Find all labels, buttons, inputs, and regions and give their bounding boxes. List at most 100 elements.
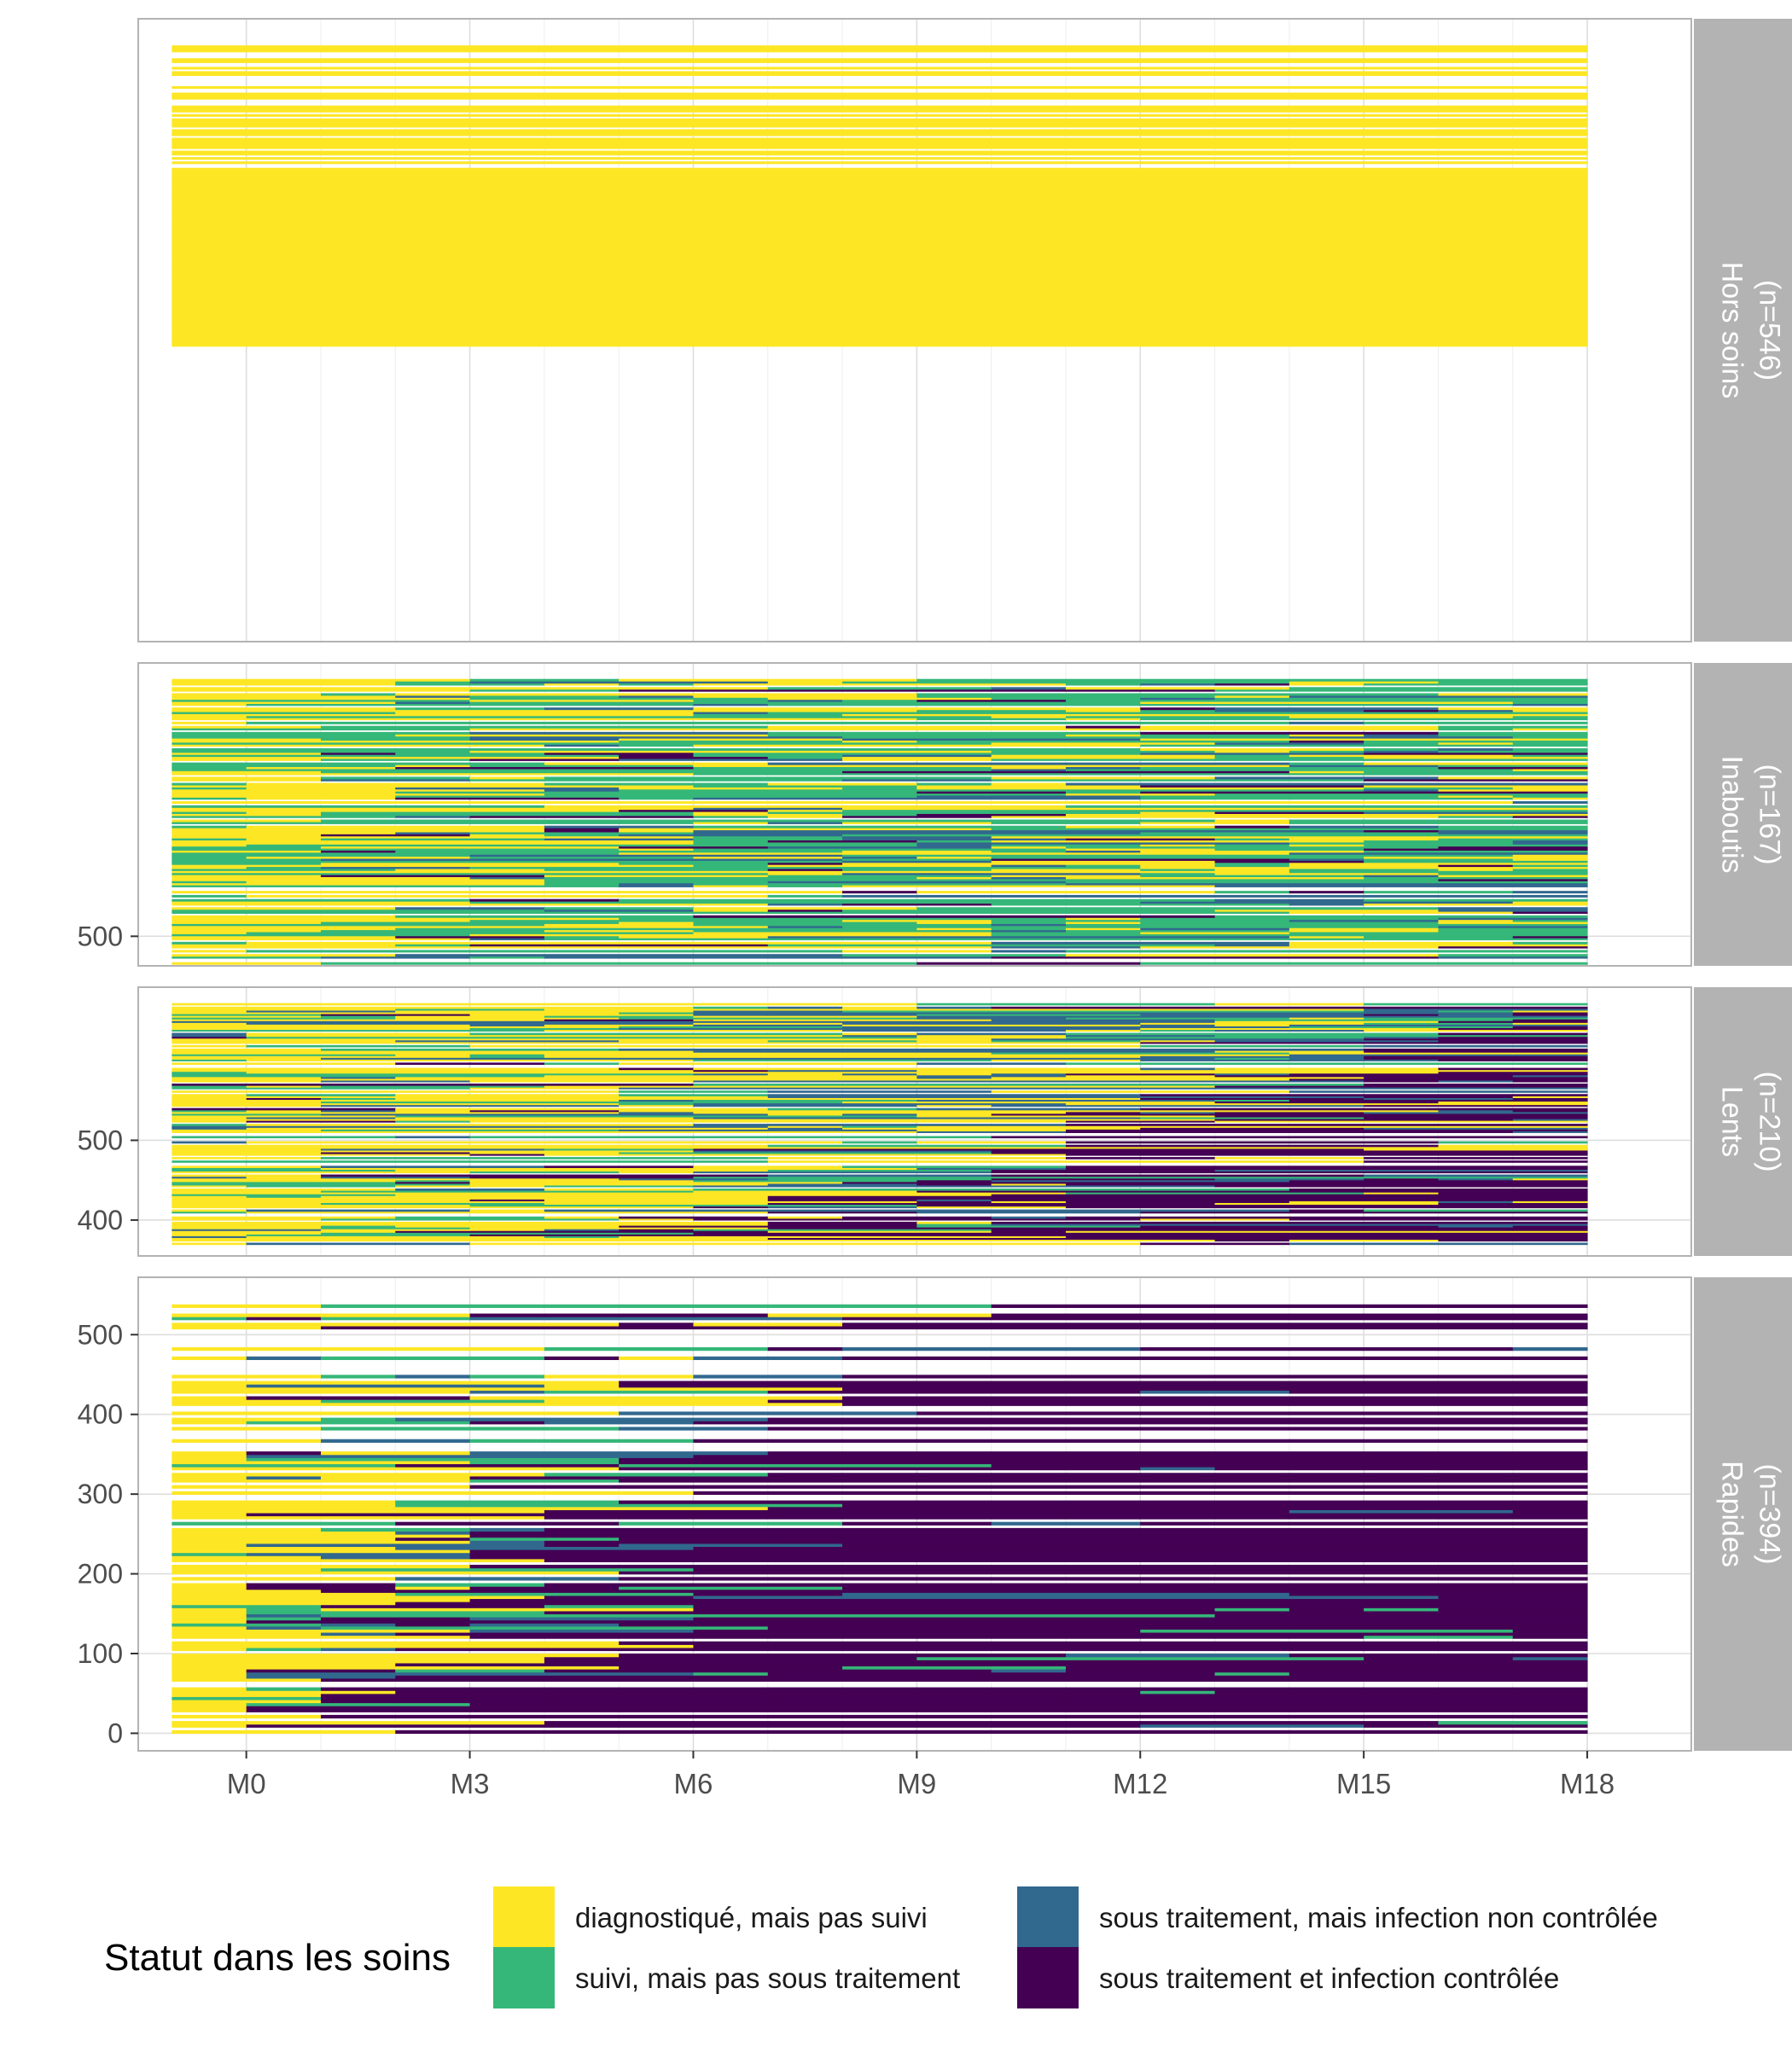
sequence-cell xyxy=(172,899,247,902)
sequence-cell xyxy=(916,137,992,140)
sequence-cell xyxy=(321,962,396,965)
sequence-cell xyxy=(321,1210,396,1212)
sequence-cell xyxy=(395,954,470,956)
sequence-cell xyxy=(172,687,247,689)
sequence-cell xyxy=(842,106,917,108)
sequence-cell xyxy=(470,916,545,918)
sequence-cell xyxy=(470,776,545,779)
sequence-cell xyxy=(768,1217,843,1219)
sequence-cell xyxy=(247,726,322,729)
sequence-cell xyxy=(321,801,396,804)
sequence-cell xyxy=(1289,942,1364,945)
sequence-cell xyxy=(544,826,620,828)
sequence-cell xyxy=(1140,687,1215,689)
sequence-cell xyxy=(172,1210,247,1212)
sequence-cell xyxy=(842,58,917,61)
sequence-cell xyxy=(1513,722,1588,724)
sequence-cell xyxy=(172,707,247,710)
sequence-cell xyxy=(1438,732,1513,735)
sequence-cell xyxy=(768,763,843,765)
sequence-cell xyxy=(842,1210,917,1212)
panel-sequences xyxy=(172,679,1587,965)
sequence-cell xyxy=(395,45,470,48)
sequence-cell xyxy=(1438,45,1513,48)
sequence-cell xyxy=(916,679,992,682)
sequence-cell xyxy=(1215,950,1290,952)
sequence-cell xyxy=(1140,1243,1215,1246)
sequence-cell xyxy=(1513,693,1588,695)
sequence-cell xyxy=(544,693,620,695)
sequence-cell xyxy=(1364,86,1439,89)
sequence-cell xyxy=(916,71,992,73)
sequence-cell xyxy=(916,950,992,952)
sequence-cell xyxy=(1438,826,1513,828)
sequence-cell xyxy=(1066,763,1141,765)
sequence-cell xyxy=(619,86,694,89)
sequence-cell xyxy=(619,891,694,893)
sequence-cell xyxy=(693,962,768,965)
sequence-cell xyxy=(247,137,322,140)
sequence-cell xyxy=(321,67,396,69)
sequence-cell xyxy=(992,114,1067,117)
sequence-cell xyxy=(842,67,917,69)
sequence-cell xyxy=(1513,1210,1588,1212)
sequence-cell xyxy=(1513,950,1588,952)
sequence-cell xyxy=(395,783,470,786)
sequence-cell xyxy=(1215,962,1290,965)
sequence-cell xyxy=(470,114,545,117)
sequence-cell xyxy=(1438,820,1513,823)
sequence-cell xyxy=(247,1189,322,1191)
sequence-cell xyxy=(768,137,843,140)
sequence-cell xyxy=(992,801,1067,804)
sequence-cell xyxy=(1066,1217,1141,1219)
sequence-cell xyxy=(395,916,470,918)
sequence-cell xyxy=(1289,58,1364,61)
sequence-cell xyxy=(395,763,470,765)
sequence-cell xyxy=(768,1222,843,1224)
sequence-cell xyxy=(1215,114,1290,117)
sequence-cell xyxy=(395,679,470,682)
sequence-cell xyxy=(395,707,470,710)
sequence-cell xyxy=(619,93,694,96)
sequence-cell xyxy=(1364,58,1439,61)
sequence-cell xyxy=(916,895,992,898)
sequence-cell xyxy=(916,1189,992,1191)
sequence-cell xyxy=(1289,907,1364,910)
sequence-cell xyxy=(1289,67,1364,69)
sequence-cell xyxy=(172,895,247,898)
sequence-cell xyxy=(470,119,545,121)
sequence-cell xyxy=(172,726,247,729)
sequence-cell xyxy=(842,891,917,893)
sequence-cell xyxy=(1066,826,1141,828)
sequence-cell xyxy=(1140,1217,1215,1219)
sequence-cell xyxy=(321,71,396,73)
sequence-cell xyxy=(693,71,768,73)
sequence-cell xyxy=(1066,916,1141,918)
sequence-cell xyxy=(619,1243,694,1246)
sequence-cell xyxy=(470,954,545,956)
sequence-cell xyxy=(470,129,545,131)
sequence-cell xyxy=(395,805,470,808)
sequence-cell xyxy=(544,71,620,73)
sequence-cell xyxy=(1513,137,1588,140)
sequence-cell xyxy=(1289,776,1364,779)
sequence-cell xyxy=(1289,693,1364,695)
sequence-cell xyxy=(992,776,1067,779)
sequence-cell xyxy=(1140,763,1215,765)
sequence-cell xyxy=(1215,763,1290,765)
sequence-cell xyxy=(544,151,620,154)
sequence-cell xyxy=(1215,895,1290,898)
sequence-cell xyxy=(992,67,1067,69)
sequence-cell xyxy=(1513,707,1588,710)
sequence-cell xyxy=(619,776,694,779)
sequence-cell xyxy=(247,129,322,131)
sequence-cell xyxy=(1289,1210,1364,1212)
sequence-cell xyxy=(1438,86,1513,89)
sequence-cell xyxy=(321,687,396,689)
sequence-cell xyxy=(619,820,694,823)
sequence-cell xyxy=(842,1243,917,1246)
sequence-cell xyxy=(1215,687,1290,689)
sequence-cell xyxy=(172,950,247,952)
sequence-cell xyxy=(1140,899,1215,902)
